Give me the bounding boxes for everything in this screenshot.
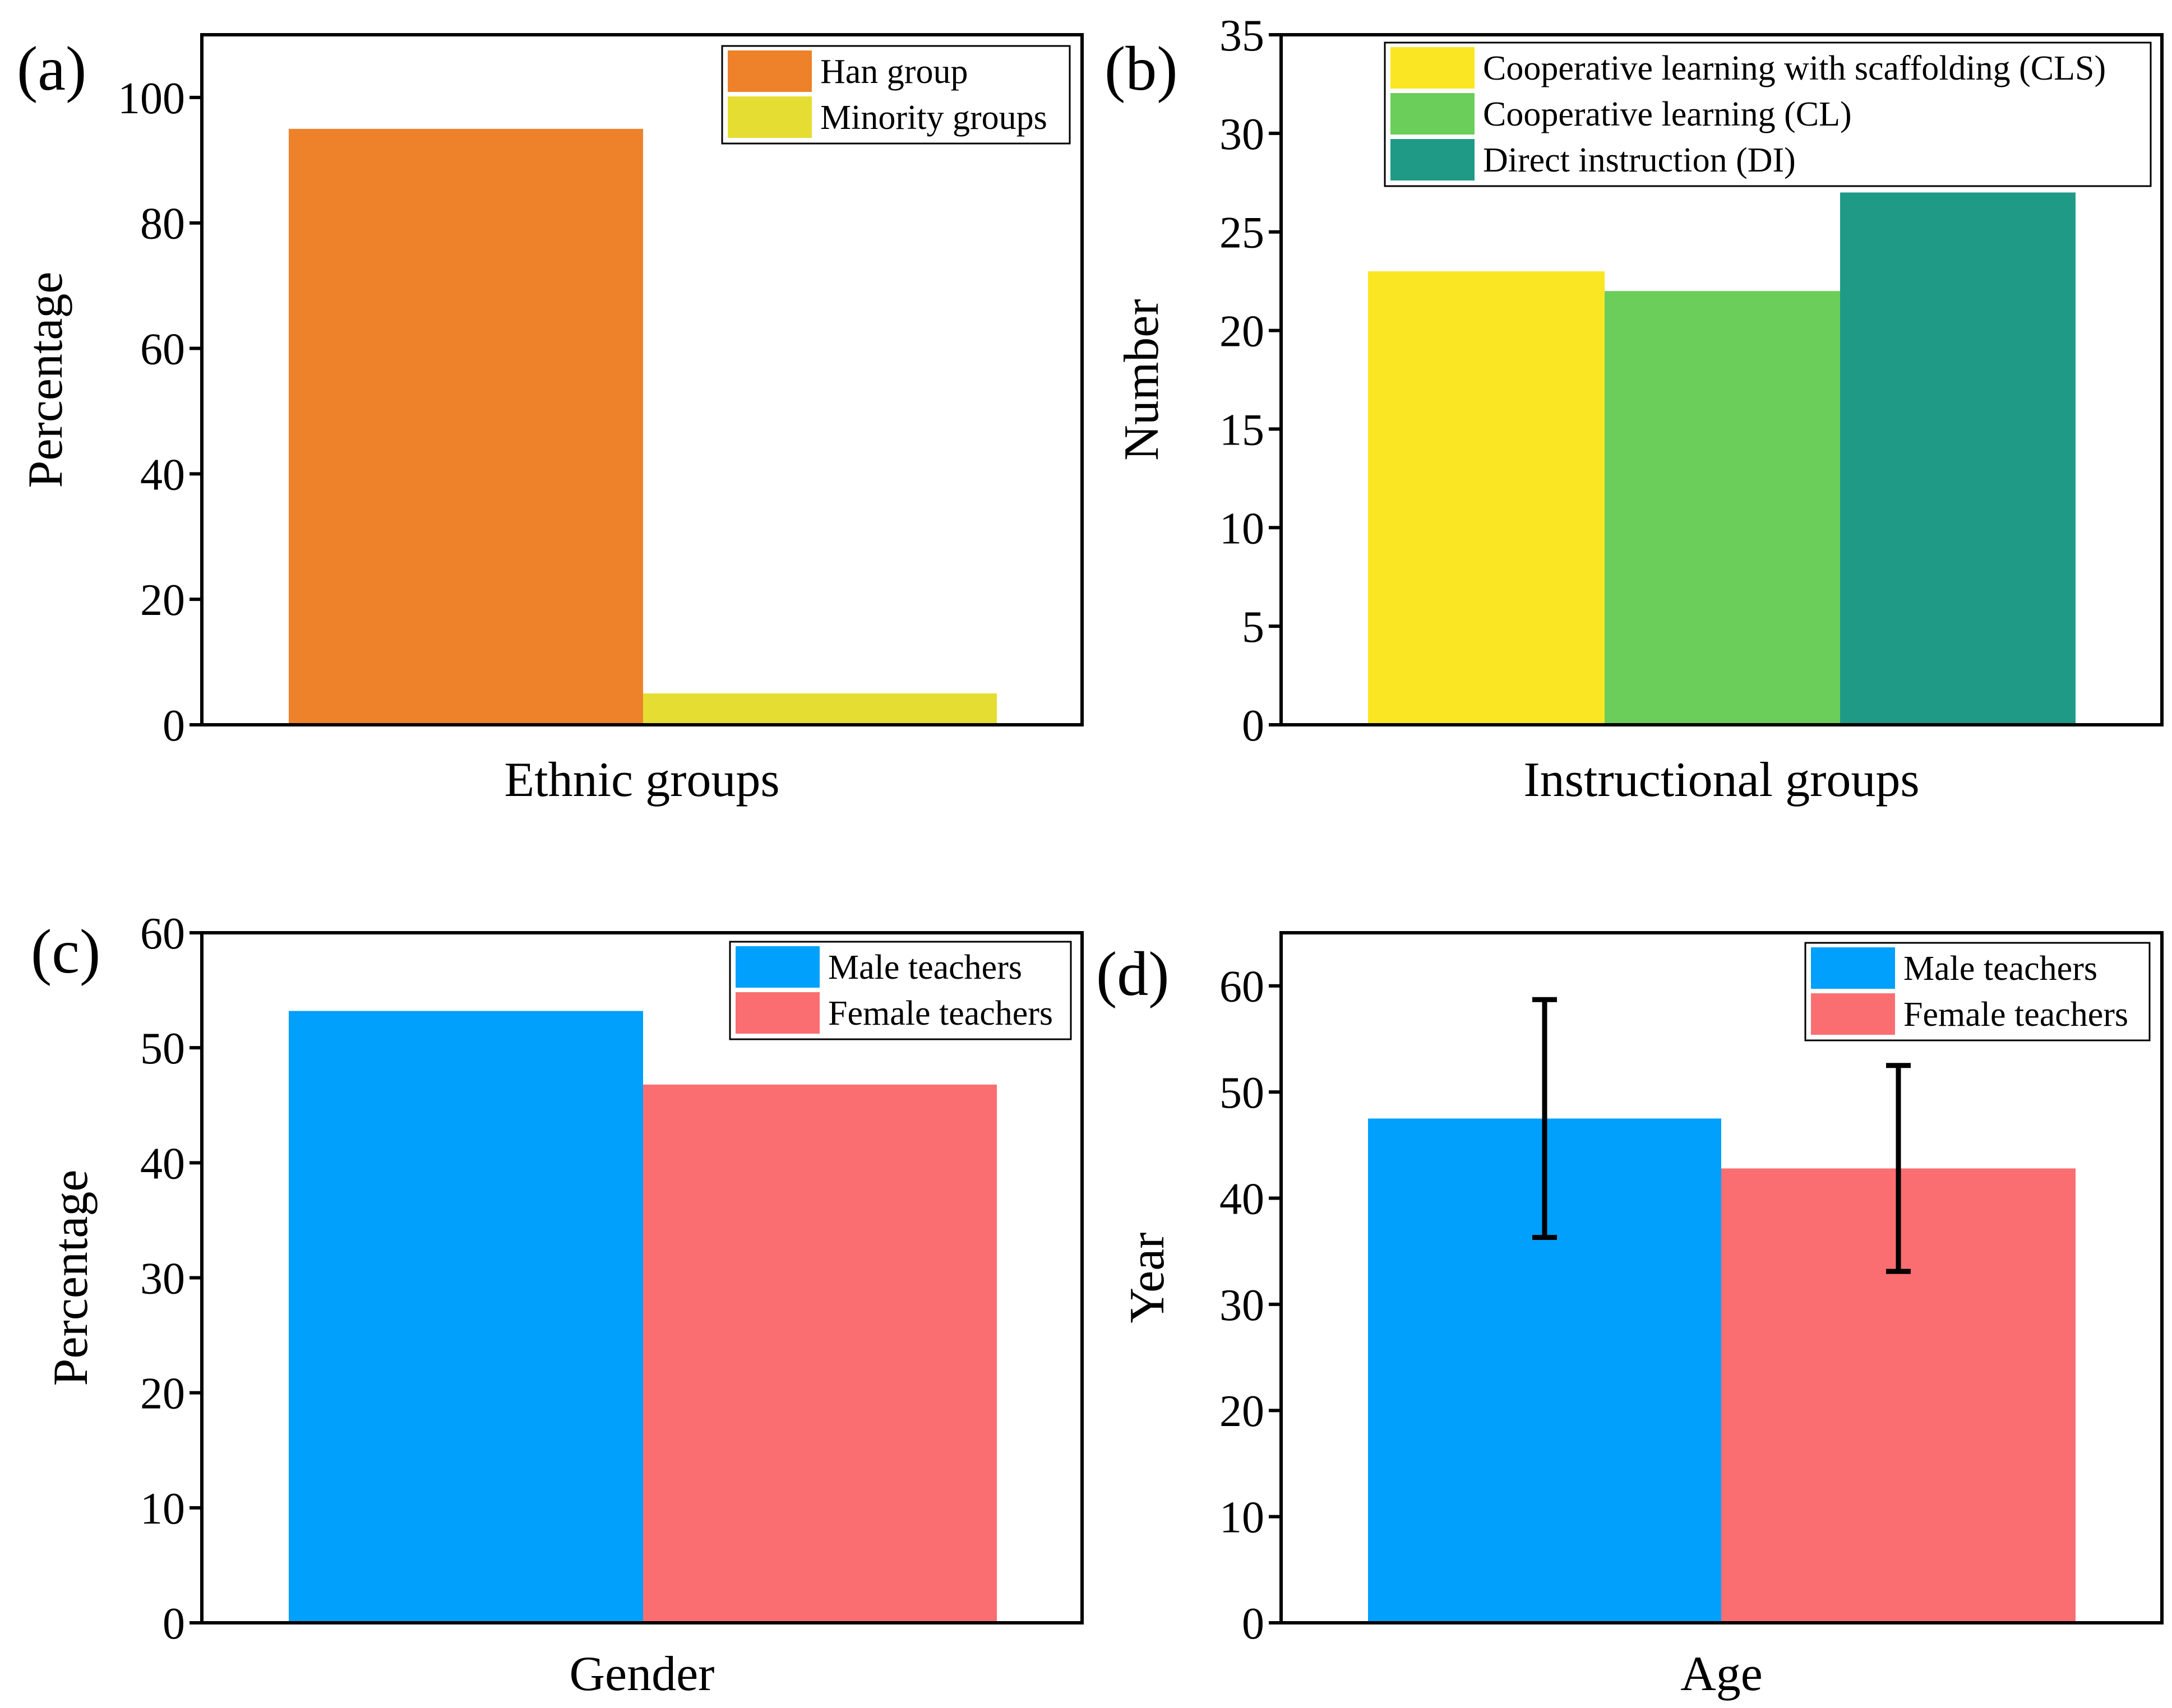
- panel-label: (c): [31, 917, 100, 987]
- y-tick-label-3: 30: [1219, 1281, 1264, 1330]
- legend-swatch-2: [1811, 993, 1895, 1035]
- panel-c: 0 10 20 30 40 50 60 Percentage Gender (c) Male tea…: [31, 909, 1084, 1701]
- legend: Han group Minority groups: [721, 45, 1071, 145]
- legend-swatch-2: [728, 96, 812, 138]
- y-axis-title: Percentage: [19, 272, 73, 488]
- bar-1: [289, 1011, 643, 1623]
- y-tick-label-5: 100: [118, 74, 185, 123]
- legend: Male teachers Female teachers: [729, 941, 1072, 1040]
- y-tick-label-4: 40: [1219, 1174, 1264, 1224]
- legend-label-3: Direct instruction (DI): [1483, 141, 1796, 179]
- y-tick-label-7: 35: [1219, 11, 1264, 61]
- bar-1: [289, 128, 643, 725]
- panel-d: 0 10 20 30 40 50 60 Year Age (d) Male teachers Fema…: [1096, 931, 2164, 1701]
- legend-label-1: Han group: [820, 53, 968, 91]
- legend-box: [1384, 41, 2152, 187]
- y-tick-label-4: 20: [1219, 307, 1264, 357]
- y-tick-label-4: 40: [140, 1139, 185, 1188]
- legend-swatch-1: [1390, 47, 1475, 89]
- y-tick-label-0: 0: [1242, 701, 1264, 751]
- y-tick-label-0: 0: [163, 701, 185, 751]
- x-axis-title: Gender: [570, 1647, 715, 1701]
- y-tick-label-0: 0: [1242, 1599, 1264, 1649]
- legend-swatch-1: [728, 50, 812, 92]
- y-tick-label-5: 50: [1219, 1068, 1264, 1118]
- x-axis-title: Instructional groups: [1523, 753, 1919, 807]
- y-axis-title: Number: [1115, 299, 1169, 460]
- y-axis-title: Year: [1120, 1232, 1175, 1323]
- panel-label: (b): [1105, 34, 1178, 104]
- bar-2: [1605, 291, 1840, 725]
- legend-swatch-2: [1390, 93, 1475, 135]
- plot-frame: [1279, 33, 2164, 726]
- legend-swatch-2: [736, 992, 820, 1034]
- legend-swatch-1: [736, 946, 820, 988]
- y-axis-title: Percentage: [44, 1170, 98, 1386]
- legend-label-1: Male teachers: [1903, 950, 2097, 988]
- legend: Male teachers Female teachers: [1804, 942, 2151, 1042]
- y-tick-label-6: 60: [140, 909, 185, 959]
- legend-label-2: Female teachers: [828, 994, 1053, 1033]
- panel-label: (a): [17, 34, 86, 104]
- x-axis-title: Age: [1680, 1647, 1763, 1701]
- y-tick-label-2: 20: [140, 1369, 185, 1419]
- y-tick-label-3: 30: [140, 1255, 185, 1304]
- legend: Cooperative learning with scaffolding (C…: [1384, 41, 2152, 187]
- y-tick-label-2: 40: [140, 450, 185, 499]
- y-tick-label-5: 50: [140, 1024, 185, 1073]
- y-tick-label-0: 0: [163, 1599, 185, 1649]
- y-tick-label-2: 10: [1219, 504, 1264, 553]
- y-tick-label-6: 30: [1219, 110, 1264, 159]
- legend-label-2: Cooperative learning (CL): [1483, 95, 1852, 133]
- bar-2: [643, 1084, 997, 1623]
- y-tick-label-4: 80: [140, 200, 185, 249]
- y-tick-label-1: 10: [140, 1484, 185, 1534]
- legend-label-2: Female teachers: [1903, 996, 2128, 1034]
- x-axis-title: Ethnic groups: [504, 753, 779, 807]
- bar-2: [643, 693, 997, 725]
- y-tick-label-5: 25: [1219, 209, 1264, 258]
- panel-label: (d): [1096, 939, 1170, 1009]
- y-tick-label-6: 60: [1219, 962, 1264, 1012]
- y-tick-label-1: 20: [140, 576, 185, 625]
- bar-1: [1368, 271, 1605, 725]
- y-tick-label-2: 20: [1219, 1387, 1264, 1436]
- y-tick-label-3: 15: [1219, 405, 1264, 455]
- legend-swatch-1: [1811, 947, 1895, 989]
- bar-3: [1840, 192, 2076, 725]
- legend-label-1: Male teachers: [828, 948, 1022, 987]
- y-tick-label-1: 10: [1219, 1493, 1264, 1543]
- y-tick-label-3: 60: [140, 325, 185, 374]
- legend-label-1: Cooperative learning with scaffolding (C…: [1483, 49, 2106, 87]
- plot-frame: [200, 33, 1084, 726]
- panel-a: 0 20 40 60 80 100 Percentage Ethnic groups (a) Ha…: [17, 33, 1084, 807]
- plot-frame: [1279, 931, 2164, 1624]
- legend-swatch-3: [1390, 139, 1475, 180]
- legend-label-2: Minority groups: [820, 99, 1047, 137]
- y-tick-label-1: 5: [1242, 603, 1264, 652]
- panel-b: 0 5 10 15 20 25 30 35 Number Instructional groups…: [1105, 11, 2164, 807]
